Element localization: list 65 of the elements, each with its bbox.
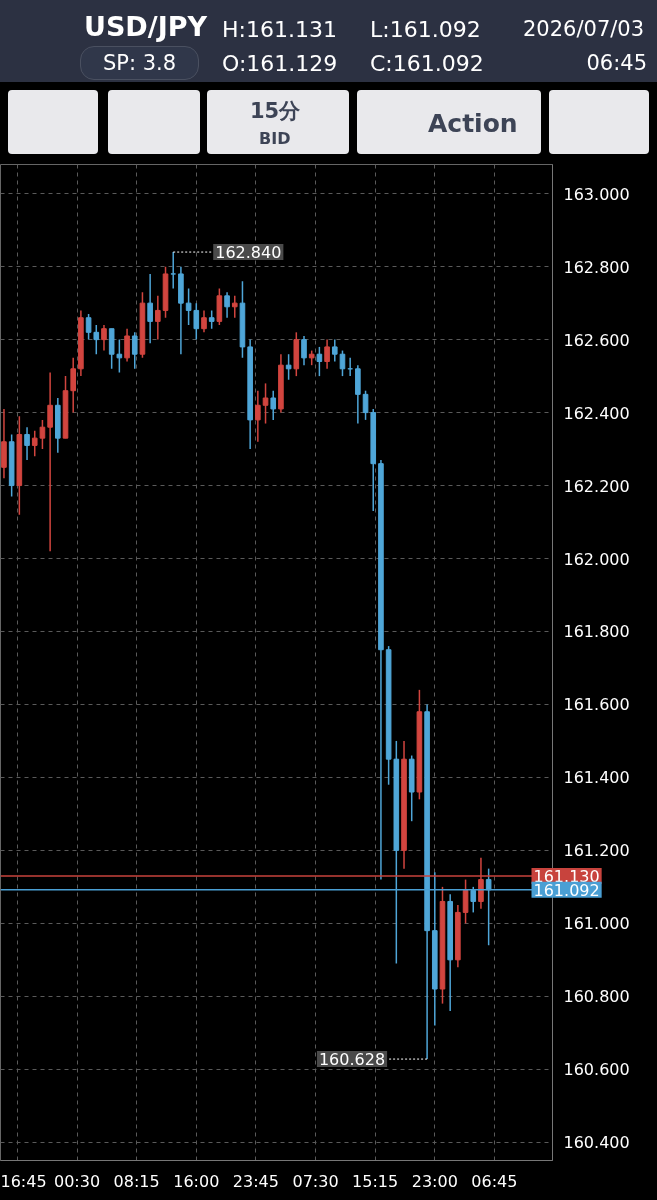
candlestick [224, 291, 230, 319]
candlestick [462, 878, 469, 925]
text: C:161.092 [370, 50, 484, 78]
candlestick [93, 324, 100, 355]
candlestick [85, 313, 92, 341]
candlestick [185, 287, 192, 326]
text: O:161.129 [222, 50, 338, 78]
candlestick [193, 302, 200, 341]
candlestick [47, 371, 53, 552]
text: BID [259, 128, 291, 150]
text: 2026/07/03 [523, 16, 645, 43]
candlestick [270, 389, 277, 421]
candlestick [201, 309, 207, 334]
candlestick [301, 335, 307, 366]
x-tick-label: 16:45 [0, 1171, 47, 1191]
text: SP: 3.8 [80, 46, 200, 80]
x-tick-label: 23:00 [411, 1171, 458, 1191]
y-tick-label: 161.800 [563, 622, 630, 642]
text: 06:45 [586, 50, 647, 77]
annotation: 160.628 [318, 1050, 386, 1070]
candlestick [285, 353, 292, 381]
candlestick [70, 357, 77, 414]
candlestick [316, 346, 323, 377]
x-tick-label: 06:45 [471, 1171, 518, 1191]
candlestick [31, 430, 38, 458]
y-tick-label: 160.600 [563, 1060, 630, 1080]
candlestick [331, 338, 338, 363]
candlestick [116, 338, 123, 374]
x-tick-label: 00:30 [53, 1171, 101, 1191]
text: L:161.092 [370, 16, 481, 44]
candlestick [255, 389, 261, 443]
y-tick-label: 162.200 [563, 476, 630, 496]
x-tick-label: 07:30 [292, 1171, 339, 1191]
candlestick [208, 309, 215, 330]
candlestick [324, 338, 330, 370]
candlestick [262, 382, 269, 425]
text: Action [428, 108, 518, 140]
y-tick-label: 162.600 [563, 330, 630, 350]
y-tick-label: 160.400 [563, 1133, 630, 1153]
candlestick [101, 324, 107, 352]
candlestick [170, 251, 177, 290]
candlestick [124, 327, 130, 363]
y-tick-label: 161.000 [563, 914, 630, 934]
candlestick [131, 331, 138, 370]
y-tick-label: 161.200 [563, 841, 630, 861]
candlestick [155, 295, 161, 341]
y-tick-label: 160.800 [563, 987, 630, 1007]
annotation: 162.840 [215, 243, 282, 263]
x-tick-label: 15:15 [352, 1171, 399, 1191]
candlestick [24, 426, 30, 461]
y-tick-label: 163.000 [563, 184, 630, 204]
text: 15分 [250, 98, 301, 125]
y-tick-label: 162.000 [563, 549, 630, 569]
y-tick-label: 162.800 [563, 257, 630, 277]
x-tick-label: 23:45 [232, 1171, 279, 1191]
text: H:161.131 [222, 16, 337, 44]
y-tick-label: 162.400 [563, 403, 630, 423]
y-tick-label: 161.400 [563, 768, 630, 788]
x-tick-label: 08:15 [113, 1171, 160, 1191]
chart-title: USD/JPY [84, 10, 208, 44]
candlestick [231, 295, 238, 319]
y-tick-label: 161.600 [563, 695, 630, 715]
candlestick [39, 419, 46, 450]
x-tick-label: 16:00 [173, 1171, 220, 1191]
candlestick [147, 273, 153, 345]
